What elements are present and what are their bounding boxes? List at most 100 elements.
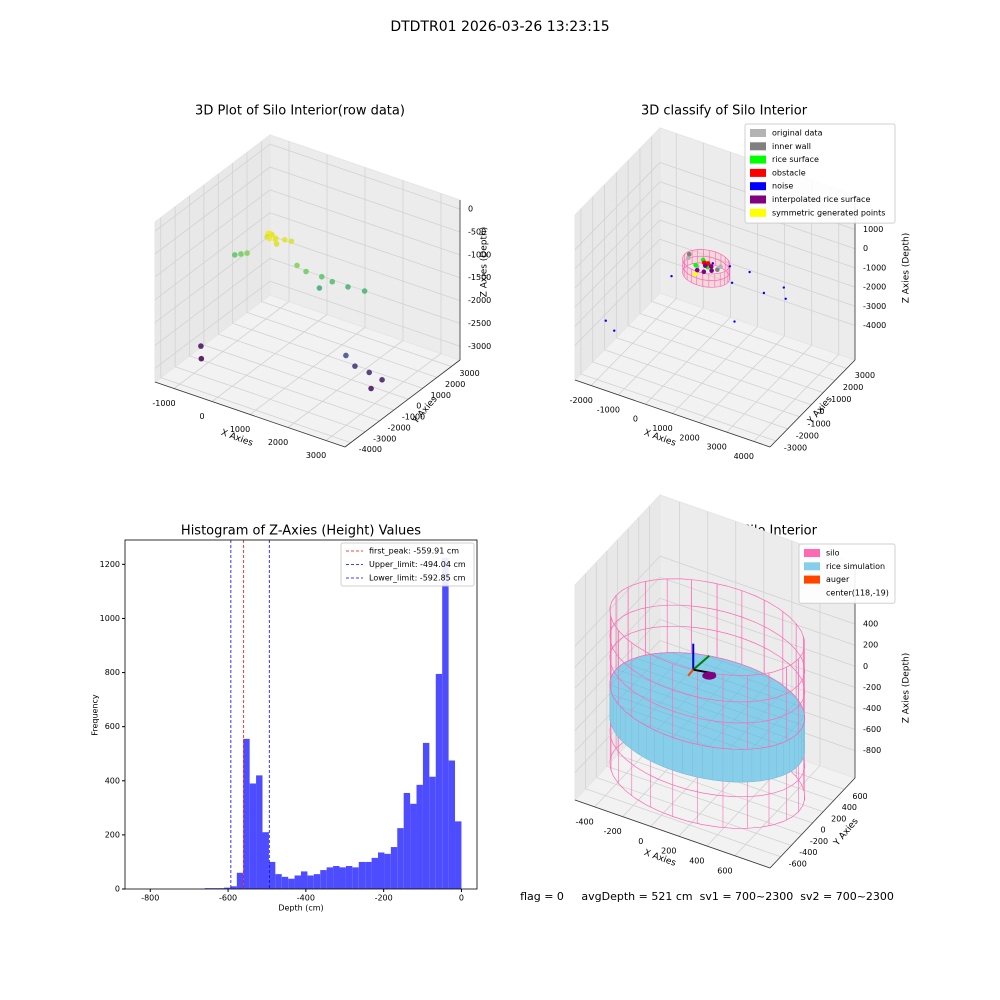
point: [238, 251, 244, 257]
legend-swatch: [804, 575, 820, 584]
grid-line: [726, 344, 812, 433]
rice-mesh: [616, 668, 799, 733]
rice-mesh: [635, 657, 805, 718]
legend-swatch: [804, 549, 820, 557]
point: [272, 236, 279, 243]
rice-side: [654, 729, 664, 768]
z-tick-label: -1500: [468, 273, 491, 282]
grid-line: [590, 298, 677, 386]
rice-side: [732, 748, 743, 783]
grid-line: [574, 200, 661, 289]
x-tick-label: 3000: [306, 451, 326, 460]
z-tick-label: -2000: [468, 296, 491, 305]
z-tick-label: 400: [863, 620, 878, 629]
rice-side: [742, 748, 753, 783]
point: [273, 241, 280, 247]
bar: [223, 887, 231, 889]
bar: [448, 760, 456, 889]
legend-label: obstacle: [772, 168, 806, 177]
y-tick-label: 2000: [843, 383, 863, 392]
x-tick-label: 0: [199, 412, 204, 421]
point: [316, 285, 323, 291]
point: [288, 238, 295, 244]
grid-line: [574, 555, 661, 647]
rice-side: [702, 745, 713, 781]
bar: [403, 792, 411, 889]
point: [198, 355, 205, 362]
z-tick-label: 0: [863, 244, 868, 253]
bar: [326, 867, 334, 889]
axis-line: [769, 359, 856, 448]
grid-line: [596, 777, 792, 846]
auger-axis: [687, 669, 695, 677]
point: [693, 262, 698, 268]
bar: [378, 852, 385, 889]
y-tick-label: 200: [105, 830, 120, 839]
z-tick-label: 200: [863, 641, 878, 650]
grid-line: [154, 235, 271, 323]
grid-line: [574, 258, 661, 346]
legend-label: auger: [826, 575, 850, 584]
x-tick-label: 2000: [268, 438, 288, 447]
axis-line: [769, 777, 856, 869]
point: [244, 250, 250, 256]
point: [748, 270, 751, 274]
grid-line: [659, 576, 856, 646]
point: [231, 252, 238, 258]
legend-label: rice surface: [772, 155, 819, 164]
rice-side: [610, 691, 614, 730]
x-tick-label: -1000: [597, 405, 620, 414]
z-tick-label: -500: [468, 228, 486, 237]
bar: [281, 876, 289, 889]
x-tick-label: -600: [219, 894, 237, 903]
rice-side: [631, 716, 639, 755]
point: [670, 274, 673, 278]
rice-side: [783, 739, 790, 776]
grid-line: [574, 162, 661, 250]
x-tick-label: -200: [375, 894, 393, 903]
legend-label: first_peak: -559.91 cm: [369, 547, 459, 556]
y-tick-label: -400: [799, 848, 817, 857]
bar: [390, 847, 398, 889]
z-tick-label: 0: [863, 662, 868, 671]
legend-swatch: [750, 182, 766, 191]
legend-label: rice simulation: [826, 562, 885, 571]
rice-side: [620, 706, 626, 745]
bar: [294, 875, 301, 889]
rice-mesh: [778, 716, 805, 745]
point: [718, 264, 723, 269]
grid-line: [249, 327, 366, 415]
cylinder-body: [682, 249, 730, 288]
grid-line: [269, 235, 461, 301]
point: [343, 352, 349, 359]
grid-line: [617, 754, 813, 824]
rice-mesh: [623, 662, 804, 726]
grid-line: [618, 307, 704, 396]
point: [318, 273, 325, 280]
legend-box: [744, 123, 896, 224]
bar: [455, 821, 462, 889]
grid-line: [574, 181, 661, 270]
rice-side: [682, 740, 693, 777]
auger-axis: [692, 654, 710, 671]
point: [281, 236, 288, 243]
grid-line: [585, 788, 781, 858]
z-tick-label: -2000: [863, 283, 886, 292]
point: [694, 267, 700, 273]
rice-side: [712, 747, 724, 782]
rice-mesh: [671, 652, 795, 696]
grid-line: [160, 377, 351, 444]
point: [711, 262, 714, 265]
pane: [574, 126, 661, 382]
point: [702, 263, 708, 268]
grid-line: [606, 765, 803, 835]
y-tick-label: 0: [819, 407, 824, 416]
point: [686, 251, 692, 257]
point: [692, 271, 698, 277]
grid-line: [659, 555, 856, 625]
grid-line: [203, 344, 395, 411]
legend-label: center(118,-19): [826, 588, 889, 597]
point: [613, 329, 616, 332]
z-tick-label: -600: [863, 725, 881, 734]
z-axis-label: Z Axies (Depth): [902, 653, 912, 724]
